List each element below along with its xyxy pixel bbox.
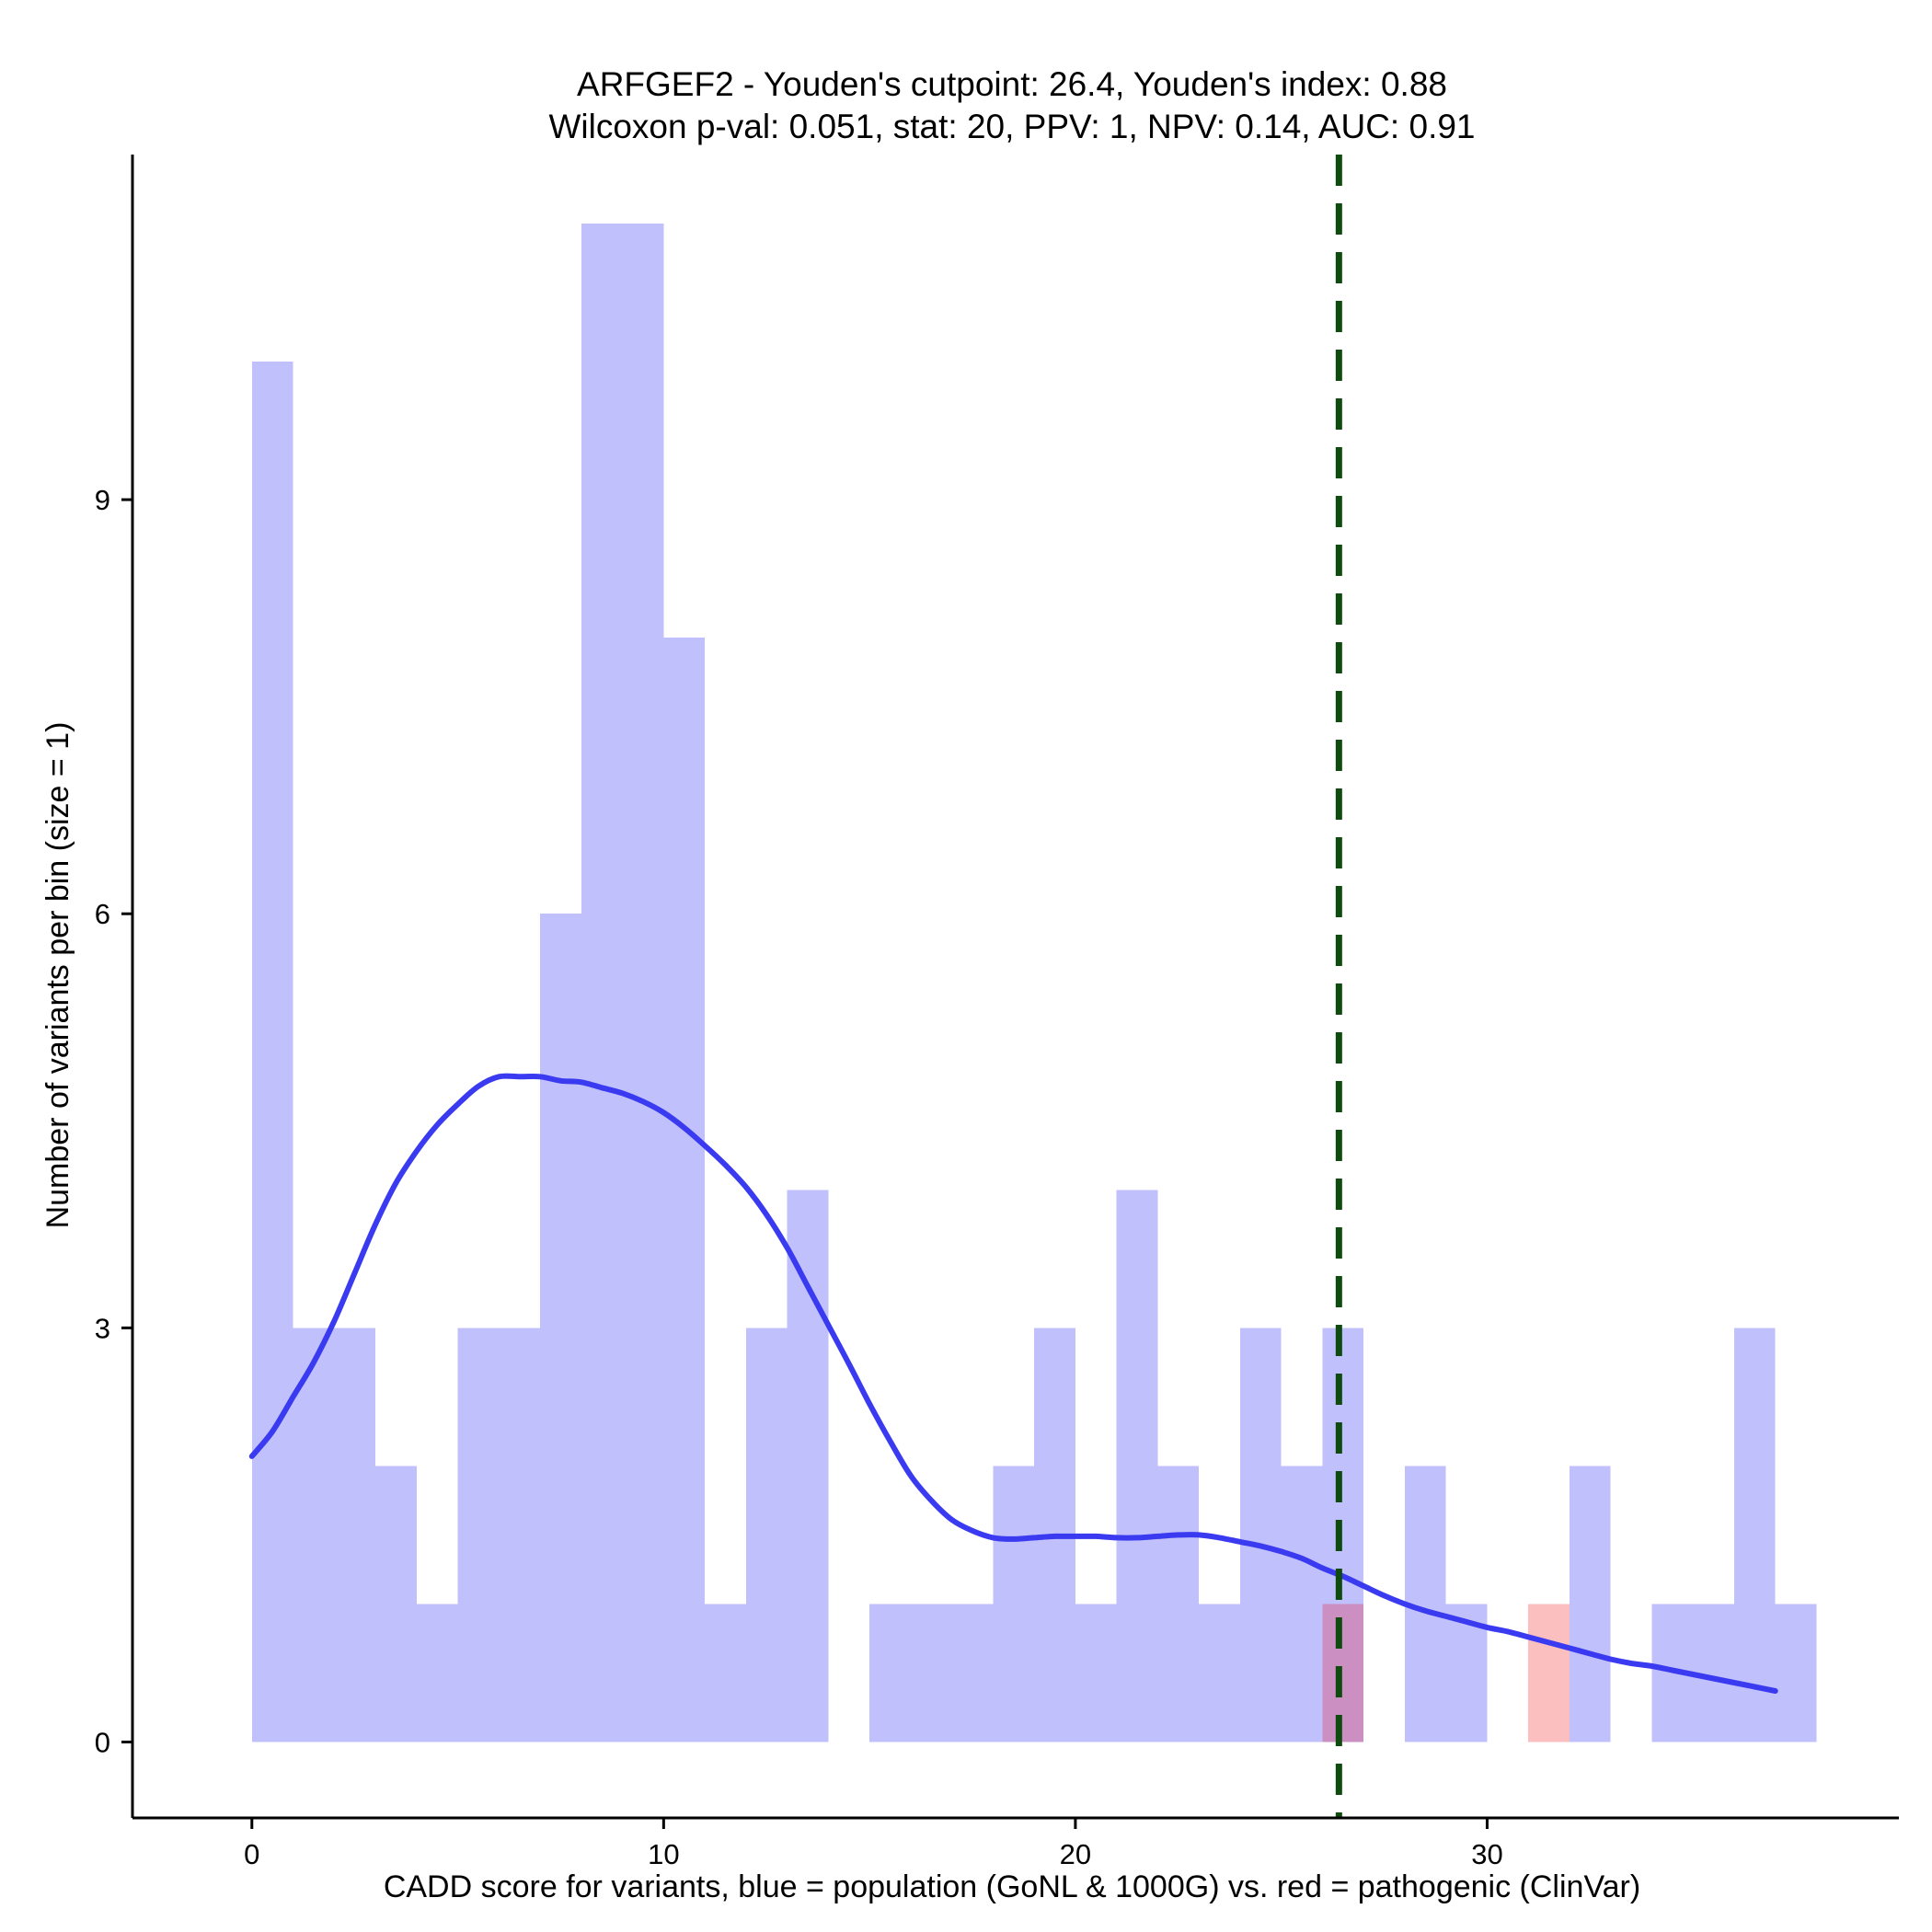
population-bar: [251, 362, 293, 1742]
overlap-bar: [1322, 1604, 1364, 1742]
x-tick-label: 20: [1060, 1838, 1091, 1870]
population-bar: [663, 638, 706, 1742]
population-bar: [951, 1604, 994, 1742]
y-ticks: 0 3 6 9: [95, 484, 132, 1758]
population-bar: [1281, 1466, 1323, 1742]
population-bars: [251, 224, 1817, 1742]
y-tick-label: 9: [95, 484, 110, 516]
population-bar: [1157, 1466, 1200, 1742]
y-tick-label: 3: [95, 1312, 110, 1344]
pathogenic-bar: [1528, 1604, 1570, 1742]
population-bar: [457, 1328, 500, 1742]
population-bar: [1775, 1604, 1817, 1742]
population-bar: [622, 224, 664, 1742]
population-bar: [787, 1190, 829, 1742]
plot-area: [248, 155, 1817, 1818]
axes: 0 10 20 30 0 3 6 9: [95, 155, 1899, 1870]
population-bar: [540, 914, 581, 1742]
y-axis-label: Number of variants per bin (size = 1): [40, 722, 75, 1229]
y-tick-label: 0: [95, 1726, 110, 1758]
population-bar: [334, 1328, 376, 1742]
population-bar: [1239, 1328, 1282, 1742]
population-bar: [1075, 1604, 1117, 1742]
population-bar: [993, 1466, 1035, 1742]
x-tick-label: 30: [1471, 1838, 1502, 1870]
x-tick-label: 10: [648, 1838, 679, 1870]
x-axis-label: CADD score for variants, blue = populati…: [384, 1869, 1640, 1904]
population-bar: [499, 1328, 541, 1742]
density-curve: [248, 1073, 1778, 1694]
y-tick-label: 6: [95, 898, 110, 930]
population-bar: [416, 1604, 458, 1742]
population-bar: [581, 224, 623, 1742]
population-bar: [1733, 1328, 1776, 1742]
density-layer: [248, 1073, 1778, 1694]
population-bar: [869, 1604, 911, 1742]
population-bar: [1569, 1466, 1611, 1742]
population-bar: [1199, 1604, 1240, 1742]
x-ticks: 0 10 20 30: [244, 1818, 1503, 1870]
population-bar: [375, 1466, 417, 1742]
x-tick-label: 0: [244, 1838, 259, 1870]
population-bar: [1116, 1190, 1158, 1742]
chart-subtitle: Wilcoxon p-val: 0.051, stat: 20, PPV: 1,…: [548, 108, 1475, 145]
population-bar: [293, 1328, 335, 1742]
population-bar: [910, 1604, 952, 1742]
chart-title: ARFGEF2 - Youden's cutpoint: 26.4, Youde…: [577, 65, 1447, 103]
overlap-bars: [1322, 1604, 1364, 1742]
population-bar: [745, 1328, 788, 1742]
population-bar: [705, 1604, 746, 1742]
